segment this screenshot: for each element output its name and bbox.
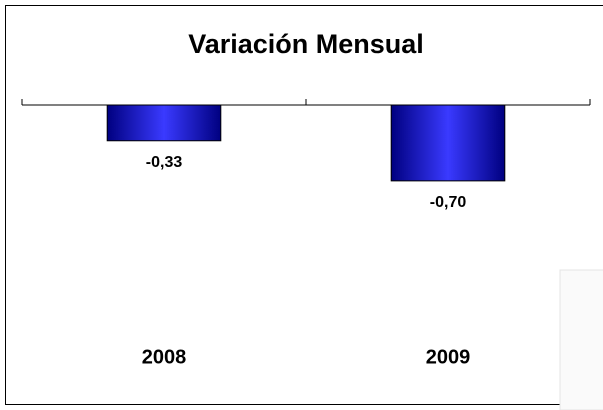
bar: [390, 104, 506, 182]
data-label: -0,33: [146, 154, 183, 171]
overlay-panel: [559, 269, 603, 410]
bar: [106, 104, 222, 142]
x-tick-label: 2009: [426, 346, 471, 368]
chart-frame: [5, 5, 603, 405]
data-label: -0,70: [430, 194, 467, 211]
chart-title: Variación Mensual: [188, 29, 424, 59]
x-tick-label: 2008: [142, 346, 187, 368]
